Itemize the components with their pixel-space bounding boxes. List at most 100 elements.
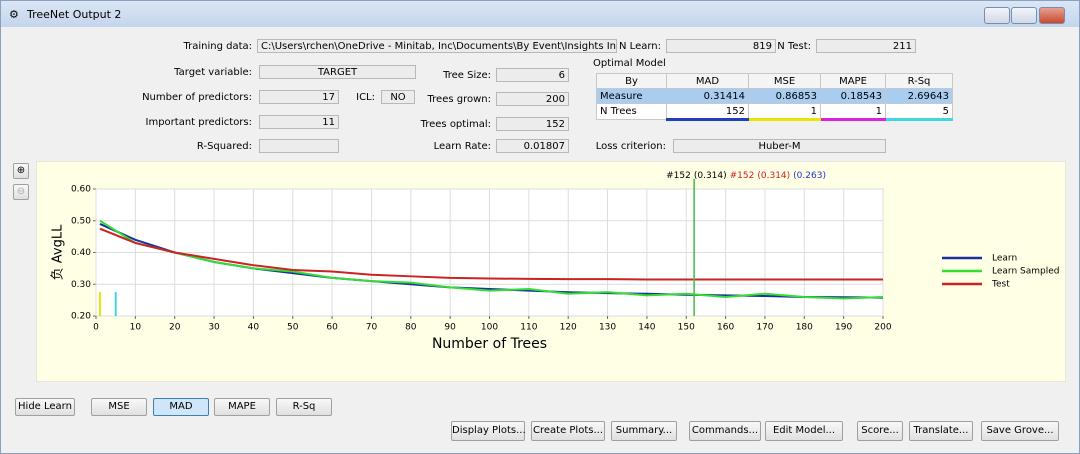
field-label: Trees grown: <box>427 94 491 105</box>
field-label: Training data: <box>183 41 252 52</box>
field-value: 211 <box>816 39 916 53</box>
field-value: 17 <box>259 90 339 104</box>
field-value: TARGET <box>259 65 416 79</box>
action-button[interactable]: Commands... <box>689 421 761 441</box>
table-cell: 2.69643 <box>885 88 953 104</box>
table-cell: 0.18543 <box>820 88 886 104</box>
table-row: Measure 0.31414 0.86853 0.18543 2.69643 <box>596 88 953 104</box>
field-value: 11 <box>259 115 339 129</box>
field-label: Important predictors: <box>145 117 253 128</box>
table-cell: 1 <box>748 103 821 121</box>
field-label: Learn Rate: <box>433 141 491 152</box>
y-tick-label: 0.50 <box>71 216 91 226</box>
x-tick-label: 60 <box>326 323 338 333</box>
maximize-button[interactable] <box>1011 7 1037 24</box>
field-label: R-Squared: <box>196 141 252 152</box>
action-button[interactable]: Summary... <box>611 421 677 441</box>
x-tick-label: 150 <box>678 323 695 333</box>
optimal-model-table: By MAD MSE MAPE R-Sq Measure 0.31414 0.86853 0.1… <box>596 73 953 121</box>
table-row: By MAD MSE MAPE R-Sq <box>596 73 953 89</box>
table: By MAD MSE MAPE R-Sq Measure 0.31414 0.86853 0.1… <box>596 73 953 121</box>
x-tick-label: 130 <box>599 323 616 333</box>
y-tick-label: 0.20 <box>71 312 91 322</box>
zoom-in[interactable]: ⊕ <box>13 163 29 179</box>
x-tick-label: 160 <box>717 323 734 333</box>
x-tick-label: 40 <box>248 323 260 333</box>
field-value <box>259 139 339 153</box>
toggle-button[interactable]: MSE <box>91 398 147 416</box>
title-bar: ⚙ TreeNet Output 2 <box>1 1 1079 27</box>
group-title: Optimal Model <box>593 58 666 69</box>
toggle-button[interactable]: Hide Learn <box>15 398 75 416</box>
series-line <box>99 227 883 281</box>
zoom-out[interactable]: ⊖ <box>13 184 29 200</box>
field-value: 819 <box>666 39 776 53</box>
legend-label: Learn <box>992 254 1017 264</box>
y-tick-label: 0.60 <box>71 185 91 195</box>
field-value: Huber-M <box>673 139 886 153</box>
field-value: 152 <box>496 117 569 131</box>
series-line <box>99 219 884 300</box>
x-tick-label: 110 <box>520 323 537 333</box>
field-value: NO <box>381 90 415 104</box>
close-button[interactable] <box>1039 7 1065 24</box>
x-tick-label: 200 <box>874 323 891 333</box>
x-tick-label: 100 <box>481 323 498 333</box>
minimize-button[interactable] <box>984 7 1010 24</box>
action-button[interactable]: Create Plots... <box>531 421 605 441</box>
table-cell: R-Sq <box>885 73 953 89</box>
table-cell: 0.31414 <box>666 88 749 104</box>
table-cell: By <box>596 73 667 89</box>
table-cell: 0.86853 <box>748 88 821 104</box>
field-label: Target variable: <box>174 67 252 78</box>
y-axis-title: 负 AvgLL <box>51 224 66 280</box>
table-cell: 5 <box>885 103 953 121</box>
toggle-button[interactable]: R-Sq <box>276 398 332 416</box>
x-tick-label: 30 <box>208 323 220 333</box>
toggle-button[interactable]: MAD <box>153 398 209 416</box>
action-button[interactable]: Translate... <box>909 421 973 441</box>
x-tick-label: 20 <box>169 323 181 333</box>
action-button[interactable]: Display Plots... <box>451 421 526 441</box>
annotation: #152 (0.314) #152 (0.314) (0.263) <box>666 171 826 181</box>
field-value: 0.01807 <box>496 139 569 153</box>
table-cell: MAD <box>666 73 749 89</box>
table-cell: N Trees <box>596 103 667 120</box>
x-tick-label: 50 <box>287 323 299 333</box>
field-value: 200 <box>496 92 569 106</box>
x-tick-label: 0 <box>93 323 99 333</box>
y-tick-label: 0.30 <box>71 280 91 290</box>
field-label: ICL: <box>356 92 375 103</box>
annotation-part: #152 <box>666 171 691 181</box>
x-tick-label: 190 <box>835 323 852 333</box>
annotation-part: (0.314) <box>757 171 790 181</box>
field-value: C:\Users\rchen\OneDrive - Minitab, Inc\D… <box>257 39 617 53</box>
table-cell: MSE <box>748 73 821 89</box>
action-button[interactable]: Edit Model... <box>765 421 843 441</box>
table-cell: 152 <box>666 103 749 121</box>
window-title: TreeNet Output 2 <box>27 8 122 21</box>
x-axis-title: Number of Trees <box>432 336 547 352</box>
field-label: N Test: <box>777 41 811 52</box>
app-icon: ⚙ <box>9 8 19 21</box>
x-tick-label: 120 <box>560 323 577 333</box>
action-button[interactable]: Score... <box>857 421 903 441</box>
x-tick-label: 80 <box>405 323 417 333</box>
table-cell: 1 <box>820 103 886 121</box>
legend-label: Learn Sampled <box>992 267 1059 277</box>
y-tick-label: 0.40 <box>71 248 91 258</box>
action-button[interactable]: Save Grove... <box>981 421 1059 441</box>
chart: 0.20 0.30 0.40 0.50 0.60 0 10 20 30 40 50 60 70 80 90 1… <box>36 161 1066 382</box>
field-label: N Learn: <box>619 41 661 52</box>
annotation-part: (0.263) <box>793 171 826 181</box>
x-tick-label: 90 <box>444 323 456 333</box>
annotation-part: #152 <box>730 171 755 181</box>
table-cell: MAPE <box>820 73 886 89</box>
legend-label: Test <box>991 280 1010 290</box>
annotation-part: (0.314) <box>694 171 727 181</box>
toggle-button[interactable]: MAPE <box>214 398 270 416</box>
field-label: Trees optimal: <box>420 119 491 130</box>
x-tick-label: 70 <box>366 323 378 333</box>
